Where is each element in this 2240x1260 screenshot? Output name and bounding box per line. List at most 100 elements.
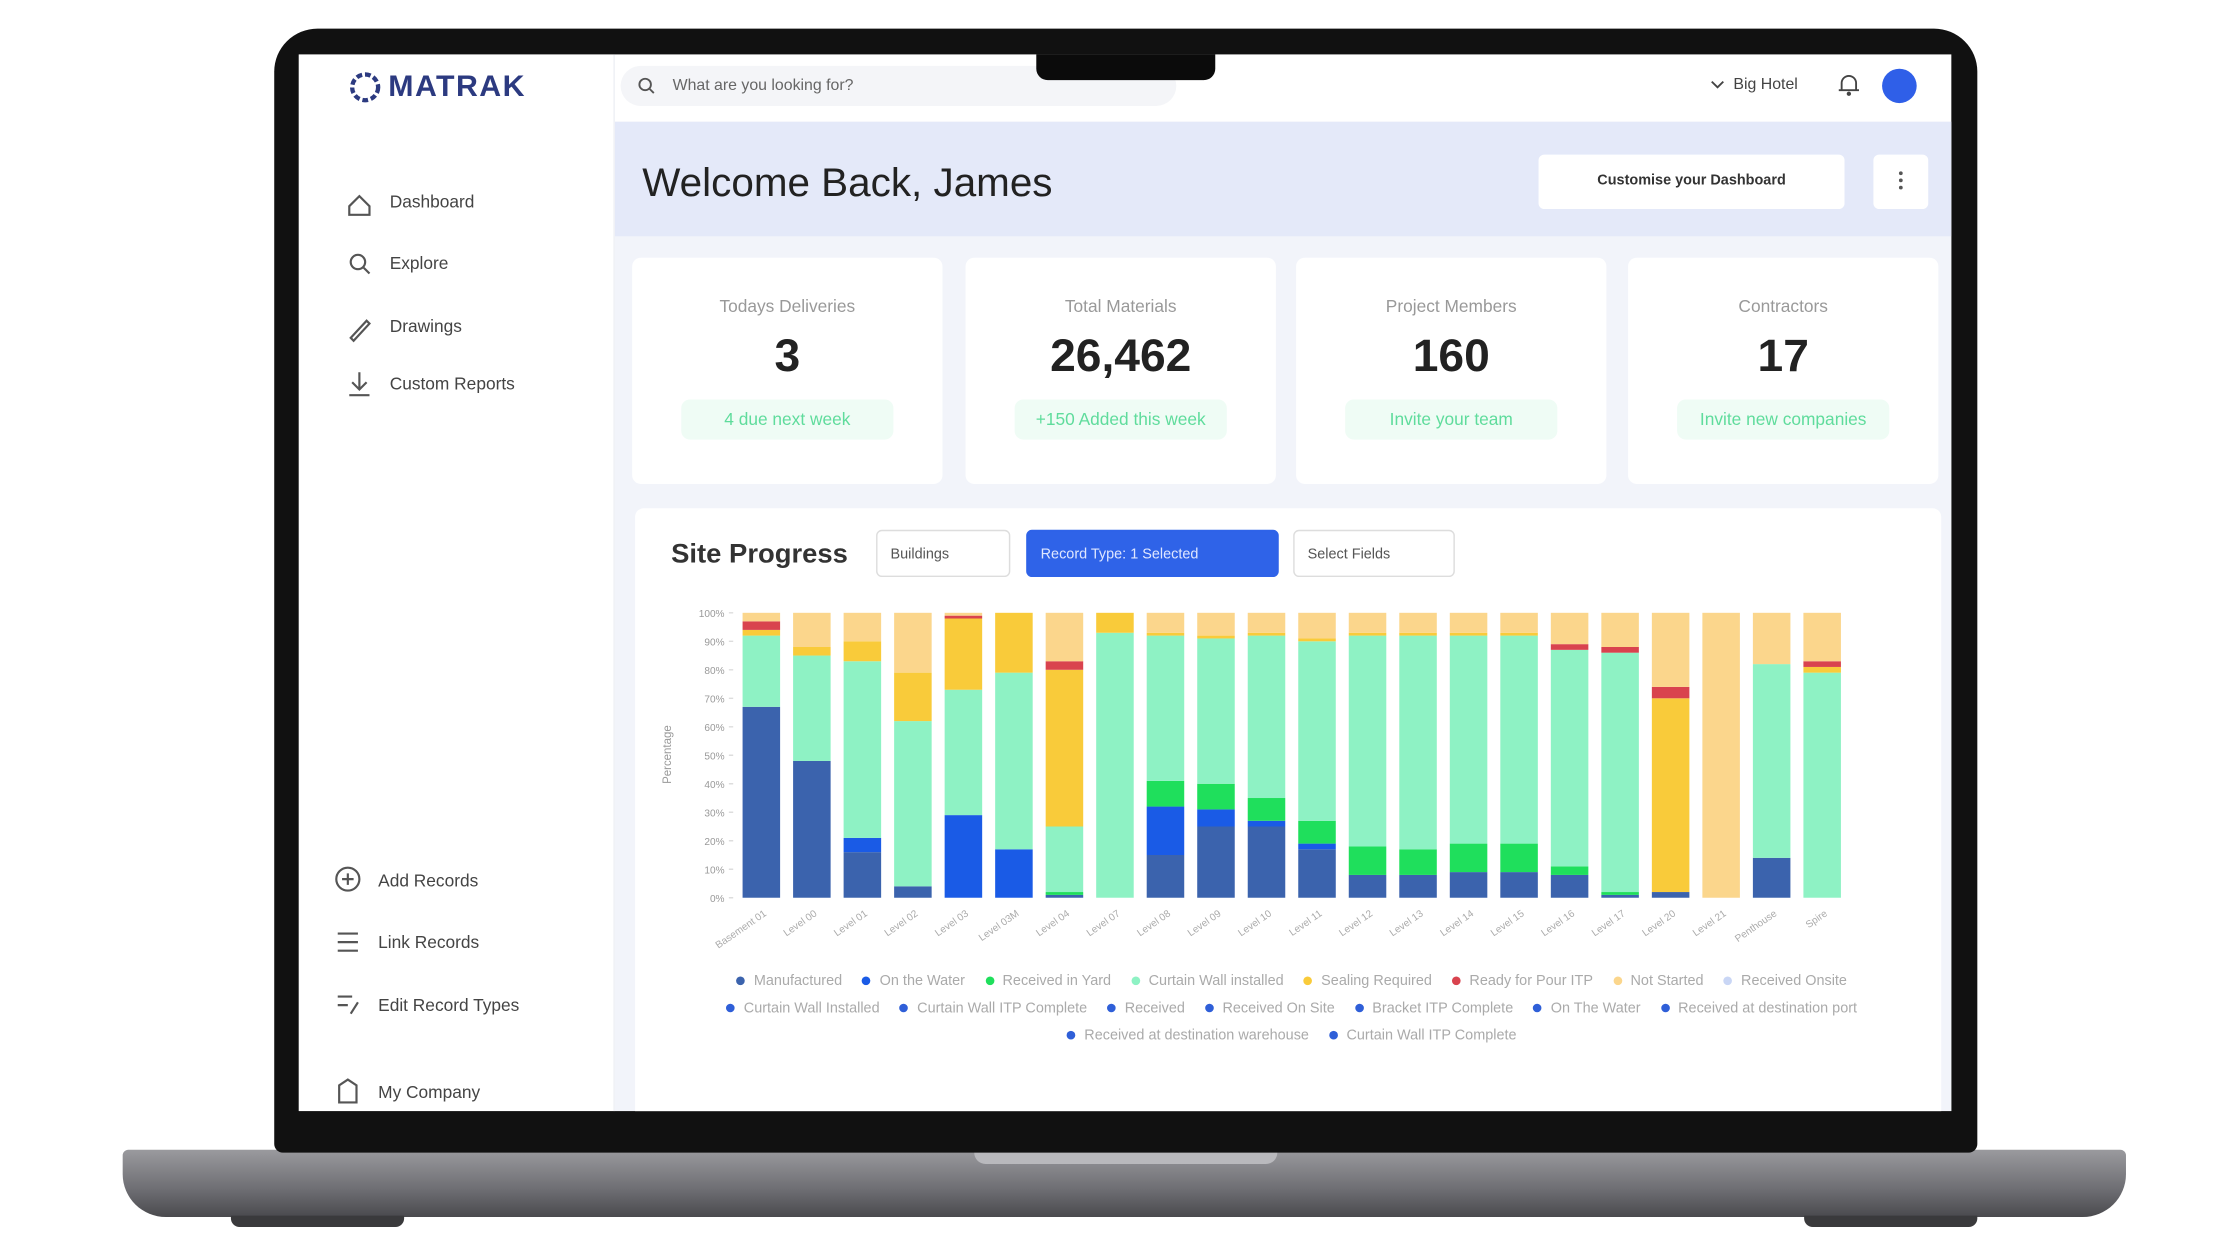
- nav-item[interactable]: Custom Reports: [389, 373, 515, 394]
- bar-segment: [944, 815, 983, 898]
- customise-button[interactable]: Customise your Dashboard: [1538, 154, 1845, 210]
- bar-segment: [1298, 612, 1336, 639]
- filter-dropdown[interactable]: Select Fields: [1293, 529, 1455, 578]
- bar-segment: [1348, 632, 1387, 636]
- bar-segment: [1348, 874, 1387, 898]
- legend-dot: [1329, 1031, 1338, 1041]
- legend-item[interactable]: Ready for Pour ITP: [1452, 974, 1593, 989]
- bar-segment: [1803, 612, 1841, 662]
- bar-segment: [1752, 612, 1791, 665]
- legend-item[interactable]: Received at destination warehouse: [1066, 1028, 1309, 1044]
- nav-item[interactable]: Explore: [389, 253, 449, 274]
- legend-dot: [1660, 1004, 1670, 1013]
- legend-label: Curtain Wall installed: [1148, 973, 1284, 990]
- action-item[interactable]: Add Records: [378, 870, 479, 891]
- bar-segment: [1197, 783, 1235, 810]
- legend-item[interactable]: Curtain Wall Installed: [726, 1001, 880, 1017]
- bar-segment: [1197, 826, 1235, 898]
- bar-segment: [1247, 820, 1286, 827]
- stat-note[interactable]: 4 due next week: [681, 399, 894, 440]
- x-tick-label: Level 17: [1590, 908, 1628, 939]
- legend-dot: [1131, 977, 1140, 986]
- legend: Manufactured On the Water Received in Yard…: [693, 974, 1891, 1044]
- legend-item[interactable]: Received: [1107, 1001, 1185, 1017]
- bar-segment: [1247, 798, 1286, 821]
- button-label: Customise your Dashboard: [1597, 173, 1786, 189]
- bar-segment: [1096, 632, 1134, 898]
- bar-segment: [1045, 669, 1084, 827]
- legend-item[interactable]: Not Started: [1613, 974, 1704, 989]
- stat-note[interactable]: +150 Added this week: [1014, 399, 1227, 440]
- legend-label: Manufactured: [753, 973, 843, 990]
- x-tick-label: Spire: [1804, 908, 1830, 931]
- stat-value: 160: [1412, 329, 1490, 381]
- legend-dot: [1723, 977, 1733, 986]
- x-tick-label: Level 14: [1438, 908, 1476, 939]
- bar-segment: [1550, 874, 1589, 898]
- stat-note[interactable]: Invite new companies: [1677, 399, 1890, 440]
- action-item[interactable]: Link Records: [378, 932, 480, 953]
- legend-item[interactable]: Received On Site: [1205, 1001, 1335, 1017]
- camera-notch: [1036, 54, 1216, 81]
- nav-item[interactable]: Drawings: [389, 316, 462, 337]
- x-tick-label: Level 11: [1288, 908, 1325, 938]
- legend-dot: [1066, 1031, 1076, 1041]
- search-bar[interactable]: What are you looking for?: [620, 65, 1177, 106]
- legend-item[interactable]: Curtain Wall ITP Complete: [899, 1001, 1087, 1017]
- avatar[interactable]: [1881, 67, 1919, 104]
- bar-segment: [995, 849, 1033, 898]
- filter-dropdown[interactable]: Buildings: [876, 529, 1011, 578]
- legend-label: Received at destination warehouse: [1084, 1028, 1309, 1044]
- x-tick-label: Level 00: [782, 908, 820, 939]
- laptop-foot: [230, 1215, 405, 1228]
- action-item[interactable]: My Company: [378, 1082, 481, 1103]
- legend-item[interactable]: On the Water: [862, 974, 965, 989]
- legend-item[interactable]: Sealing Required: [1303, 974, 1432, 989]
- filter-dropdown[interactable]: Record Type: 1 Selected: [1026, 529, 1279, 578]
- y-tick-label: 50%: [704, 752, 724, 763]
- action-item[interactable]: Edit Record Types: [378, 995, 520, 1016]
- legend-dot: [1354, 1004, 1364, 1013]
- x-tick-label: Level 15: [1489, 908, 1527, 939]
- bell-icon[interactable]: [1837, 72, 1860, 98]
- stat-value: 17: [1757, 329, 1809, 381]
- bar-segment: [1601, 647, 1639, 653]
- legend-item[interactable]: Bracket ITP Complete: [1354, 1001, 1513, 1017]
- legend-item[interactable]: Manufactured: [736, 973, 843, 990]
- legend-item[interactable]: Curtain Wall ITP Complete: [1329, 1028, 1517, 1044]
- bar-segment: [1348, 846, 1387, 875]
- bar-segment: [1500, 843, 1538, 873]
- legend-item[interactable]: Received Onsite: [1723, 974, 1847, 989]
- stat-value: 26,462: [1050, 329, 1192, 381]
- chevron: [1711, 80, 1724, 89]
- y-tick-label: 0%: [710, 894, 725, 905]
- bar-segment: [793, 612, 831, 648]
- stat-card: Total Materials 26,462 +150 Added this wee…: [965, 257, 1276, 484]
- legend-item[interactable]: Received in Yard: [985, 974, 1111, 989]
- bar-segment: [1601, 892, 1639, 895]
- x-tick-label: Level 03M: [977, 908, 1021, 943]
- project-selector[interactable]: Big Hotel: [1733, 75, 1798, 94]
- bar-segment: [1247, 826, 1286, 898]
- legend-item[interactable]: Curtain Wall installed: [1131, 973, 1284, 990]
- legend-item[interactable]: On The Water: [1533, 1001, 1641, 1017]
- bar-segment: [1146, 632, 1185, 636]
- stat-note[interactable]: Invite your team: [1345, 399, 1558, 440]
- legend-label: Curtain Wall ITP Complete: [1346, 1028, 1517, 1044]
- bar-segment: [843, 661, 882, 838]
- bar-segment: [1500, 632, 1538, 636]
- nav-item[interactable]: Dashboard: [389, 191, 475, 212]
- bar-segment: [1550, 866, 1589, 875]
- bar-segment: [1803, 666, 1841, 673]
- bar-segment: [793, 655, 831, 761]
- bar-segment: [1045, 894, 1084, 898]
- bar-segment: [1550, 612, 1589, 645]
- bar-segment: [1096, 612, 1134, 633]
- legend-dot: [985, 977, 994, 986]
- more-button[interactable]: [1873, 154, 1929, 210]
- filter-label: Select Fields: [1307, 546, 1391, 563]
- bar-segment: [894, 721, 932, 887]
- bar-segment: [995, 612, 1033, 673]
- legend-item[interactable]: Received at destination port: [1660, 1001, 1857, 1017]
